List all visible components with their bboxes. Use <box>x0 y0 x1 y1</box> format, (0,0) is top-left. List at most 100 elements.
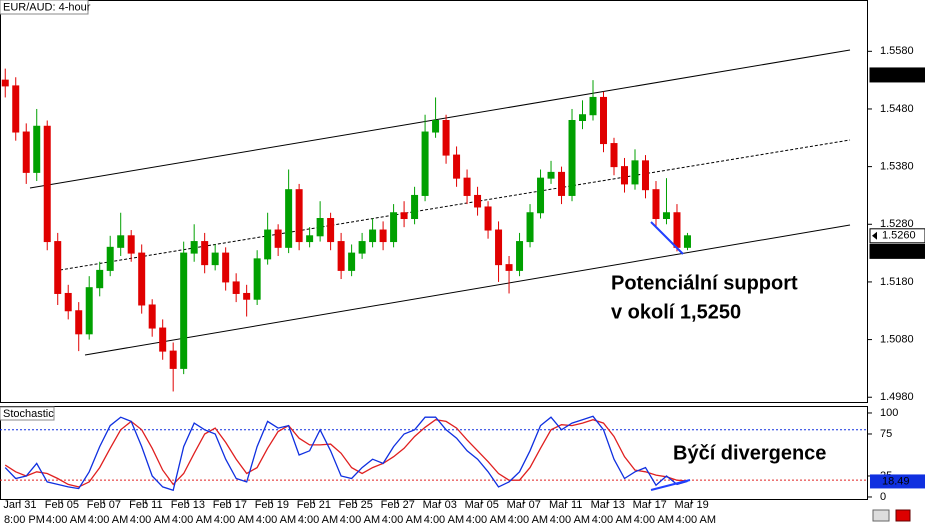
x-tick-label: Feb 19 <box>255 499 289 511</box>
price-label-box <box>869 228 925 244</box>
candle-body <box>75 310 83 335</box>
candle-body <box>484 206 492 231</box>
price-label: 1.5539 <box>882 69 916 81</box>
stochastic-line <box>4 419 688 488</box>
candle-body <box>662 212 670 220</box>
candle-body <box>264 229 272 260</box>
candle-body <box>33 125 41 173</box>
annotation: v okolí 1,5250 <box>611 301 741 323</box>
candle-body <box>600 96 608 145</box>
x-time-label: 4:00 AM <box>424 514 464 525</box>
candle-body <box>516 241 524 271</box>
candle-body <box>337 241 345 271</box>
price-label-box <box>869 67 925 83</box>
price-label: 1.5260 <box>882 230 916 242</box>
price-label: 1.5233 <box>882 245 916 257</box>
candle-body <box>579 114 587 121</box>
candle-body <box>64 292 72 312</box>
x-tick-label: Feb 27 <box>381 499 415 511</box>
channel-middle <box>59 139 851 271</box>
x-tick-label: Feb 17 <box>213 499 247 511</box>
x-tick-label: Mar 13 <box>591 499 625 511</box>
x-time-label: 4:00 AM <box>508 514 548 525</box>
divergence-line-price <box>650 221 684 255</box>
candle-body <box>537 177 545 214</box>
y-tick-label: 1.5080 <box>880 333 914 345</box>
candle-body <box>411 194 419 220</box>
value-label: 18.49 <box>882 475 910 487</box>
candle-body <box>610 143 618 168</box>
channel-lower <box>84 224 851 356</box>
candle-body <box>12 85 20 133</box>
x-time-label: 4:00 AM <box>88 514 128 525</box>
x-time-label: 4:00 AM <box>130 514 170 525</box>
x-time-label: 4:00 AM <box>256 514 296 525</box>
x-time-label: 4:00 AM <box>340 514 380 525</box>
candle-body <box>306 235 314 243</box>
y-tick-label: 1.4980 <box>880 391 914 403</box>
candle-body <box>652 189 660 220</box>
candle-body <box>138 252 146 306</box>
y-tick-label: 1.5380 <box>880 161 914 173</box>
candle-body <box>43 125 51 243</box>
y-tick-label: 1.5280 <box>880 218 914 230</box>
divergence-line-stochastic <box>650 479 691 491</box>
candle-body <box>54 241 62 294</box>
x-time-label: 8:00 PM <box>4 514 45 525</box>
scroll-button[interactable] <box>872 509 890 522</box>
x-tick-label: Feb 05 <box>45 499 79 511</box>
x-tick-label: Mar 17 <box>633 499 667 511</box>
x-tick-label: Mar 03 <box>423 499 457 511</box>
candle-body <box>190 241 198 254</box>
candle-body <box>474 194 482 208</box>
x-tick-label: Feb 13 <box>171 499 205 511</box>
candle-body <box>222 252 230 283</box>
value-label-box <box>870 474 925 489</box>
candle-body <box>106 246 114 271</box>
candle-body <box>274 229 282 248</box>
price-arrow <box>872 231 877 240</box>
candle-body <box>1 79 9 87</box>
x-time-label: 4:00 AM <box>466 514 506 525</box>
x-time-label: 4:00 AM <box>298 514 338 525</box>
scroll-button[interactable] <box>895 509 911 522</box>
x-time-label: 4:00 AM <box>172 514 212 525</box>
channel-upper <box>29 49 851 189</box>
candle-body <box>316 218 324 237</box>
candle-body <box>117 235 125 248</box>
candle-body <box>127 235 135 254</box>
candle-body <box>85 287 93 335</box>
candle-body <box>159 327 167 352</box>
candle-body <box>232 281 240 294</box>
x-tick-label: Jan 31 <box>3 499 36 511</box>
annotation: Býčí divergence <box>673 442 826 464</box>
x-tick-label: Feb 07 <box>87 499 121 511</box>
candle-body <box>453 154 461 179</box>
x-time-label: 4:00 AM <box>46 514 86 525</box>
candle-body <box>673 212 681 248</box>
candle-body <box>631 160 639 185</box>
x-time-label: 4:00 AM <box>676 514 716 525</box>
candle-body <box>558 171 566 196</box>
x-tick-label: Feb 25 <box>339 499 373 511</box>
candle-body <box>148 304 156 329</box>
candle-body <box>683 235 691 248</box>
y-tick-label: 1.5480 <box>880 103 914 115</box>
candle-body <box>463 177 471 196</box>
candle-body <box>495 229 503 266</box>
candle-body <box>295 189 303 243</box>
candle-body <box>421 131 429 196</box>
candle-body <box>96 269 104 289</box>
candle-body <box>253 258 261 300</box>
candle-body <box>620 166 628 185</box>
candle-body <box>348 252 356 271</box>
y-tick-label: 75 <box>880 428 892 440</box>
x-tick-label: Mar 05 <box>465 499 499 511</box>
x-tick-label: Mar 11 <box>549 499 582 511</box>
price-label-box <box>869 243 925 259</box>
candle-body <box>327 218 335 243</box>
x-time-label: 4:00 AM <box>634 514 674 525</box>
candle-body <box>379 229 387 243</box>
candle-body <box>547 171 555 179</box>
